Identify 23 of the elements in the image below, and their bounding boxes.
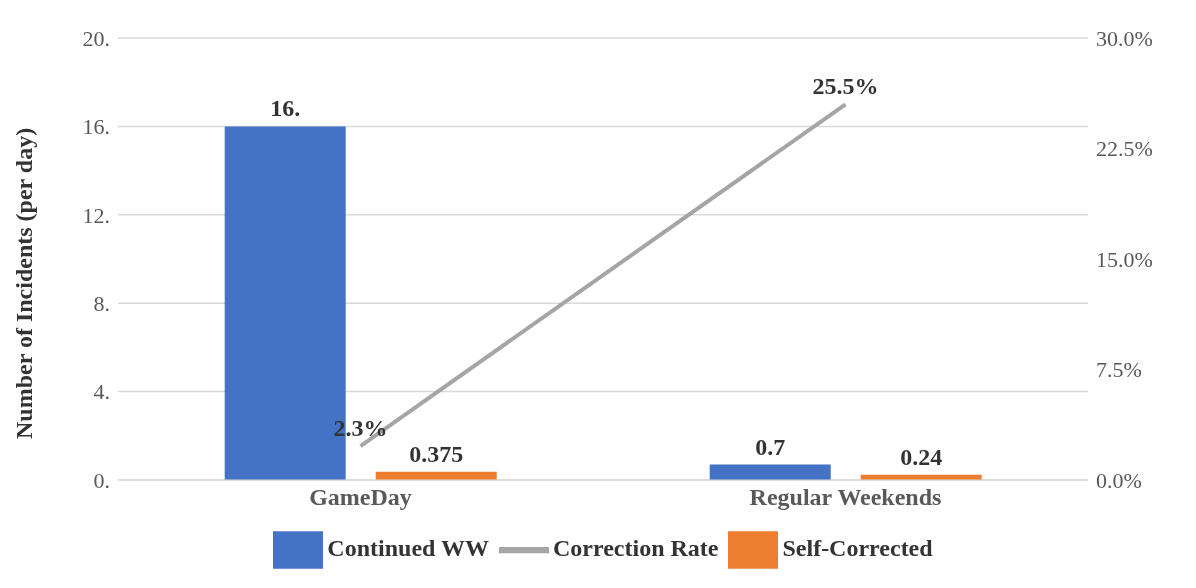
- x-tick-label: Regular Weekends: [749, 484, 942, 511]
- y-tick-label: 8.: [93, 291, 110, 317]
- data-label: 0.7: [755, 433, 786, 460]
- legend-label: Self-Corrected: [782, 534, 933, 561]
- data-label: 16.: [270, 95, 301, 122]
- y-tick-label: 0.: [93, 467, 110, 493]
- x-tick-label: GameDay: [309, 484, 412, 511]
- y-tick-label: 20.: [82, 25, 110, 51]
- y-tick-label: 16.: [82, 114, 110, 140]
- data-label: 25.5%: [812, 73, 879, 100]
- y2-tick-label: 7.5%: [1096, 357, 1142, 383]
- y-tick-label: 4.: [93, 379, 110, 405]
- y2-tick-label: 30.0%: [1096, 25, 1153, 51]
- y2-tick-label: 0.0%: [1096, 467, 1142, 493]
- bar: [709, 464, 831, 480]
- y2-tick-label: 15.0%: [1096, 246, 1153, 272]
- data-label: 0.375: [409, 440, 464, 467]
- y2-tick-label: 22.5%: [1096, 136, 1153, 162]
- y-tick-label: 12.: [82, 202, 110, 228]
- y-axis-title: Number of Incidents (per day): [10, 127, 37, 439]
- legend-label: Continued WW: [327, 534, 489, 561]
- data-label: 0.24: [900, 443, 943, 470]
- legend-label: Correction Rate: [552, 534, 719, 561]
